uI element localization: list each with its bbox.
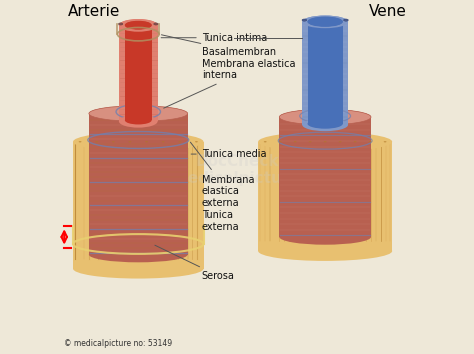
Polygon shape <box>125 25 152 120</box>
Text: Basalmembran: Basalmembran <box>162 35 276 57</box>
Ellipse shape <box>119 19 158 32</box>
Ellipse shape <box>178 141 181 142</box>
Ellipse shape <box>79 141 82 142</box>
Ellipse shape <box>258 132 392 152</box>
Ellipse shape <box>125 21 152 29</box>
Ellipse shape <box>95 141 98 142</box>
Ellipse shape <box>258 241 392 261</box>
Ellipse shape <box>279 109 371 125</box>
Ellipse shape <box>112 141 115 142</box>
Ellipse shape <box>145 141 148 142</box>
Text: Tunica intima: Tunica intima <box>161 33 267 43</box>
Text: Membrana
elastica
externa: Membrana elastica externa <box>191 142 254 208</box>
Ellipse shape <box>73 259 203 279</box>
Ellipse shape <box>125 116 152 125</box>
Polygon shape <box>73 142 203 269</box>
Ellipse shape <box>73 132 203 152</box>
Ellipse shape <box>339 141 342 142</box>
Ellipse shape <box>302 19 307 21</box>
Ellipse shape <box>162 141 164 142</box>
Ellipse shape <box>383 141 386 142</box>
Ellipse shape <box>279 229 371 245</box>
Ellipse shape <box>308 17 343 27</box>
Ellipse shape <box>264 141 266 142</box>
Ellipse shape <box>344 19 348 21</box>
Text: Tunica media: Tunica media <box>191 149 266 159</box>
Text: Vene: Vene <box>368 4 406 19</box>
Ellipse shape <box>324 141 327 142</box>
Text: DocCheck
medicalpicture: DocCheck medicalpicture <box>173 154 301 186</box>
Polygon shape <box>279 117 371 237</box>
Text: Arterie: Arterie <box>68 4 120 19</box>
Ellipse shape <box>308 17 343 27</box>
Ellipse shape <box>89 106 188 121</box>
Ellipse shape <box>118 23 123 25</box>
Ellipse shape <box>195 141 198 142</box>
Ellipse shape <box>302 16 348 28</box>
Ellipse shape <box>302 119 348 131</box>
Ellipse shape <box>119 19 158 32</box>
Ellipse shape <box>279 141 282 142</box>
Ellipse shape <box>369 141 372 142</box>
Ellipse shape <box>125 21 152 30</box>
Ellipse shape <box>119 115 158 128</box>
Polygon shape <box>258 142 392 251</box>
Ellipse shape <box>294 141 297 142</box>
Polygon shape <box>119 25 158 121</box>
Ellipse shape <box>308 119 343 129</box>
Ellipse shape <box>309 141 311 142</box>
Polygon shape <box>302 22 348 125</box>
Ellipse shape <box>279 109 371 125</box>
Text: Tunica
externa: Tunica externa <box>202 200 239 232</box>
Ellipse shape <box>89 106 188 121</box>
Ellipse shape <box>89 247 188 262</box>
Polygon shape <box>308 22 343 124</box>
Text: Serosa: Serosa <box>155 245 235 281</box>
Ellipse shape <box>128 141 131 142</box>
Ellipse shape <box>302 16 348 28</box>
Text: Membrana elastica
interna: Membrana elastica interna <box>164 59 295 108</box>
Ellipse shape <box>354 141 356 142</box>
Ellipse shape <box>154 23 158 25</box>
Polygon shape <box>89 114 188 255</box>
Text: © medicalpicture no: 53149: © medicalpicture no: 53149 <box>64 339 173 348</box>
